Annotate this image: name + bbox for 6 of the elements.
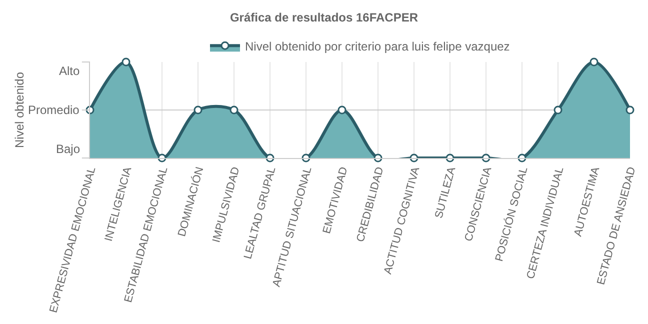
text: Alto [59, 64, 80, 78]
text: Promedio [28, 103, 80, 117]
chart-title: Gráfica de resultados 16FACPER [230, 10, 418, 24]
y-axis-title: Nivel obtenido [12, 72, 26, 148]
legend-label: Nivel obtenido por criterio para luis felipe vazquez [245, 39, 510, 54]
text: Bajo [56, 142, 80, 156]
